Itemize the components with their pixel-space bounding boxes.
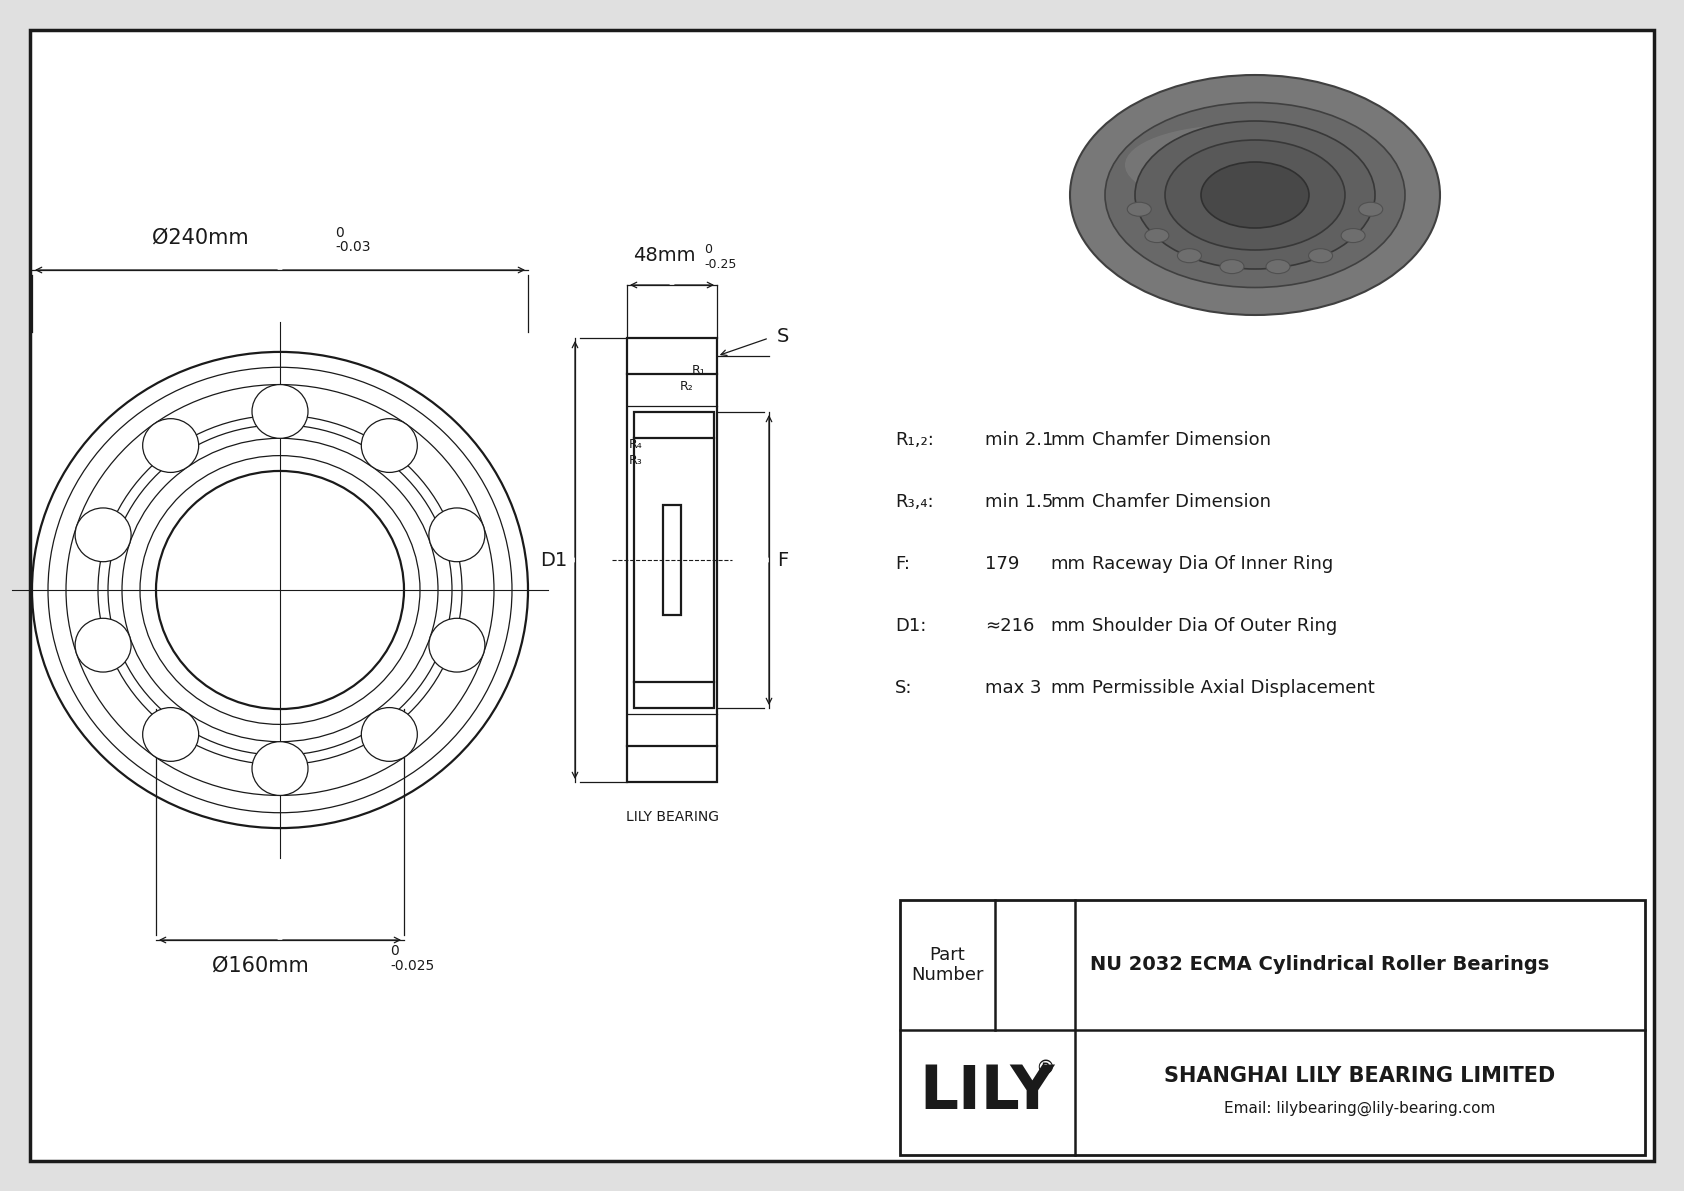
Ellipse shape (1125, 125, 1346, 205)
Text: 0: 0 (704, 243, 712, 256)
Text: S: S (776, 326, 790, 345)
Bar (633, 412, 714, 438)
Text: R₃,₄:: R₃,₄: (894, 493, 933, 511)
Text: NU 2032 ECMA Cylindrical Roller Bearings: NU 2032 ECMA Cylindrical Roller Bearings (1090, 955, 1549, 974)
Text: R₁,₂:: R₁,₂: (894, 431, 935, 449)
Text: LILY: LILY (919, 1064, 1056, 1122)
Ellipse shape (1340, 229, 1366, 243)
Ellipse shape (1359, 202, 1383, 217)
Ellipse shape (1145, 229, 1169, 243)
Text: ≈216: ≈216 (985, 617, 1034, 635)
Ellipse shape (1135, 121, 1376, 269)
Ellipse shape (1069, 75, 1440, 314)
Ellipse shape (362, 419, 418, 473)
Text: Chamfer Dimension: Chamfer Dimension (1091, 431, 1271, 449)
Ellipse shape (76, 507, 131, 562)
Text: ®: ® (1036, 1059, 1056, 1078)
Text: Raceway Dia Of Inner Ring: Raceway Dia Of Inner Ring (1091, 555, 1334, 573)
Ellipse shape (1127, 202, 1152, 217)
Text: Part
Number: Part Number (911, 946, 983, 985)
Text: -0.03: -0.03 (335, 241, 370, 254)
Ellipse shape (362, 707, 418, 761)
Text: mm: mm (1051, 617, 1084, 635)
Bar (626, 746, 717, 782)
Text: R₁: R₁ (692, 364, 706, 378)
Bar (633, 682, 714, 707)
Text: F:: F: (894, 555, 909, 573)
Ellipse shape (76, 618, 131, 672)
Text: -0.025: -0.025 (391, 959, 434, 973)
Text: S:: S: (894, 679, 913, 697)
Text: Chamfer Dimension: Chamfer Dimension (1091, 493, 1271, 511)
Text: F: F (776, 550, 788, 569)
Text: R₂: R₂ (680, 380, 694, 393)
Bar (633, 412, 714, 438)
Bar (663, 505, 680, 615)
Text: D1:: D1: (894, 617, 926, 635)
Text: SHANGHAI LILY BEARING LIMITED: SHANGHAI LILY BEARING LIMITED (1164, 1066, 1556, 1086)
Bar (899, 900, 1645, 1155)
Ellipse shape (1165, 141, 1346, 250)
Text: Email: lilybearing@lily-bearing.com: Email: lilybearing@lily-bearing.com (1224, 1100, 1495, 1116)
Bar (626, 338, 717, 374)
Bar (633, 682, 714, 707)
Ellipse shape (429, 618, 485, 672)
Text: LILY BEARING: LILY BEARING (625, 810, 719, 824)
Ellipse shape (1266, 260, 1290, 274)
Ellipse shape (1201, 162, 1308, 227)
Ellipse shape (253, 385, 308, 438)
Text: 48mm: 48mm (633, 247, 695, 266)
Text: R₃: R₃ (630, 454, 643, 467)
Ellipse shape (1219, 260, 1244, 274)
Bar (626, 338, 717, 374)
Text: 0: 0 (335, 226, 344, 241)
Ellipse shape (253, 742, 308, 796)
Text: Ø160mm: Ø160mm (212, 956, 308, 975)
Ellipse shape (429, 507, 485, 562)
Text: min 1.5: min 1.5 (985, 493, 1054, 511)
Text: 179: 179 (985, 555, 1019, 573)
Ellipse shape (143, 707, 199, 761)
Ellipse shape (1308, 249, 1332, 263)
Bar (626, 746, 717, 782)
Text: min 2.1: min 2.1 (985, 431, 1054, 449)
Text: max 3: max 3 (985, 679, 1041, 697)
Text: R₄: R₄ (630, 438, 643, 451)
Ellipse shape (1177, 249, 1201, 263)
Text: Shoulder Dia Of Outer Ring: Shoulder Dia Of Outer Ring (1091, 617, 1337, 635)
Text: Ø240mm: Ø240mm (152, 227, 248, 248)
Text: -0.25: -0.25 (704, 258, 736, 272)
Text: mm: mm (1051, 493, 1084, 511)
Ellipse shape (1105, 102, 1404, 287)
Ellipse shape (143, 419, 199, 473)
Text: Permissible Axial Displacement: Permissible Axial Displacement (1091, 679, 1374, 697)
Text: D1: D1 (541, 550, 568, 569)
Text: 0: 0 (391, 944, 399, 958)
Text: mm: mm (1051, 679, 1084, 697)
Text: mm: mm (1051, 431, 1084, 449)
Text: mm: mm (1051, 555, 1084, 573)
